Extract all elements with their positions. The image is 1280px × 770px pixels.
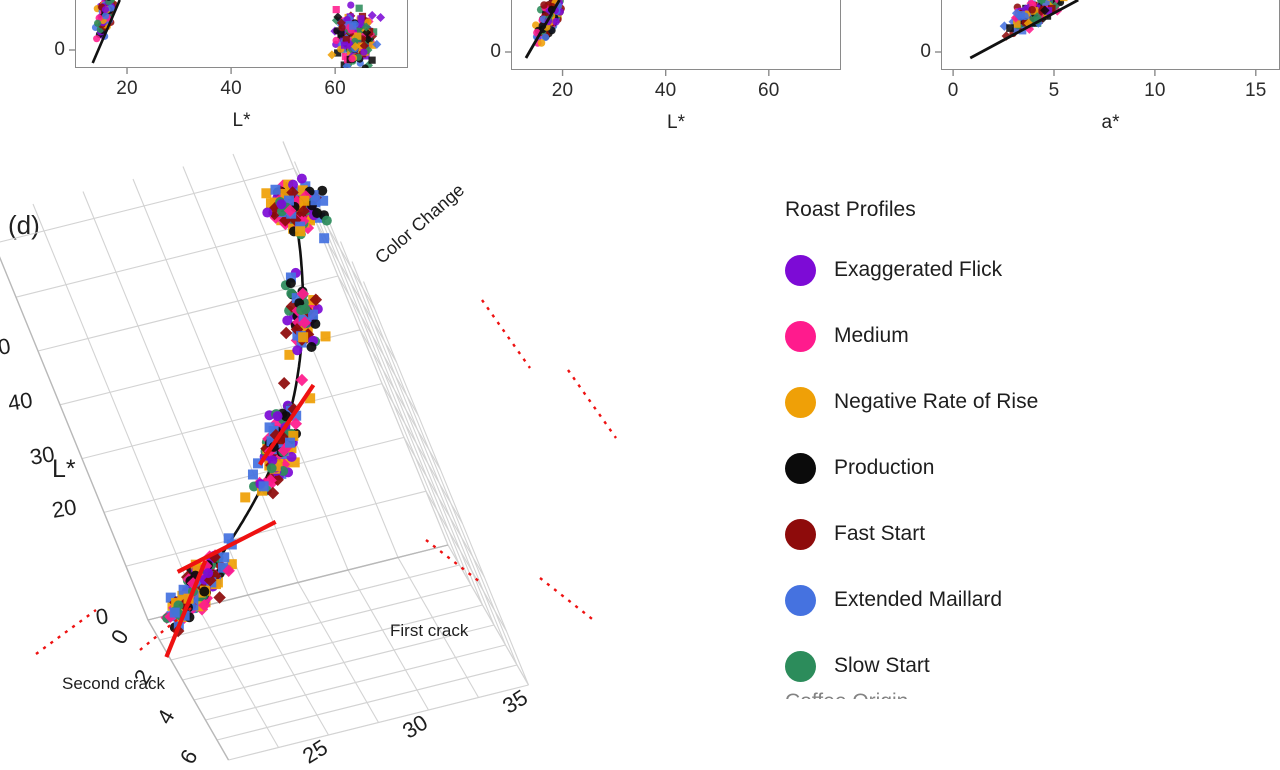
ztick-label: 20	[50, 495, 78, 525]
legend-swatch-icon	[785, 519, 816, 550]
legend-item-label: Exaggerated Flick	[834, 258, 1002, 282]
legend-item-label: Medium	[834, 324, 909, 348]
xtick-label: 5	[1049, 80, 1060, 102]
xtick-label-3d: 6	[175, 745, 204, 769]
annotation-first-crack: First crack	[390, 621, 468, 641]
ytick-label-3d: 25	[297, 734, 332, 769]
legend-swatch-icon	[785, 387, 816, 418]
xtick-label: 0	[948, 80, 959, 102]
legend-swatch-icon	[785, 321, 816, 352]
legend-item-label: Slow Start	[834, 654, 930, 678]
legend-item[interactable]: Extended Maillard	[785, 578, 1002, 622]
legend-swatch-icon	[785, 255, 816, 286]
legend-item-label: Production	[834, 456, 934, 480]
ztick-label: 40	[6, 387, 34, 417]
xtick-label: 10	[1144, 80, 1166, 102]
xtick-label: 15	[1245, 80, 1267, 102]
legend-swatch-icon	[785, 453, 816, 484]
ytick-label: 0	[907, 41, 931, 63]
legend-item[interactable]: Negative Rate of Rise	[785, 380, 1038, 424]
legend-item[interactable]: Production	[785, 446, 934, 490]
legend-item[interactable]: Medium	[785, 314, 909, 358]
legend-title: Roast Profiles	[785, 198, 916, 222]
legend-swatch-icon	[785, 651, 816, 682]
legend-cutoff-title: Coffee Origin	[785, 690, 908, 699]
ztick-label: 30	[28, 441, 56, 471]
plot3d-zaxis-title: L*	[52, 455, 76, 484]
legend-item[interactable]: Exaggerated Flick	[785, 248, 1002, 292]
legend-item[interactable]: Fast Start	[785, 512, 925, 556]
legend-item-label: Fast Start	[834, 522, 925, 546]
legend-item-label: Extended Maillard	[834, 588, 1002, 612]
panel-graphics	[0, 0, 1280, 180]
legend-item[interactable]: Slow Start	[785, 644, 930, 688]
legend-swatch-icon	[785, 585, 816, 616]
legend-item-label: Negative Rate of Rise	[834, 390, 1038, 414]
scatter-panel-c: 0 5 10 15 0 a*	[0, 0, 1280, 180]
xaxis-title: a*	[1102, 112, 1120, 134]
annotation-second-crack: Second crack	[62, 674, 165, 694]
